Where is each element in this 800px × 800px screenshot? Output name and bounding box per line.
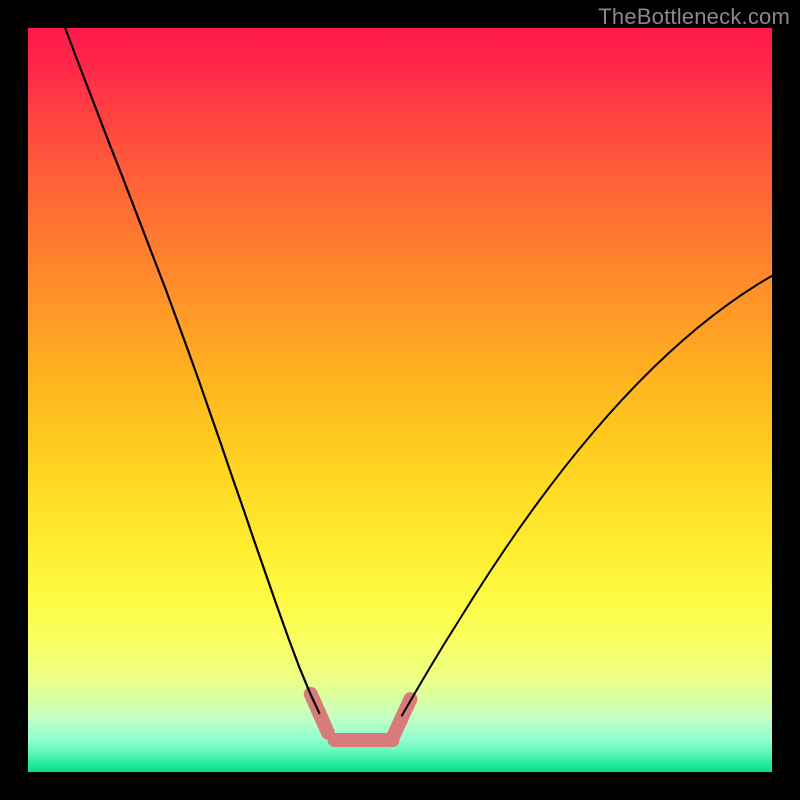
highlight-segments — [311, 694, 411, 740]
plot-area — [28, 28, 772, 772]
curve-left — [65, 28, 319, 714]
watermark-text: TheBottleneck.com — [598, 4, 790, 30]
curve-layer — [28, 28, 772, 772]
chart-container: TheBottleneck.com — [0, 0, 800, 800]
curve-right — [401, 276, 772, 716]
